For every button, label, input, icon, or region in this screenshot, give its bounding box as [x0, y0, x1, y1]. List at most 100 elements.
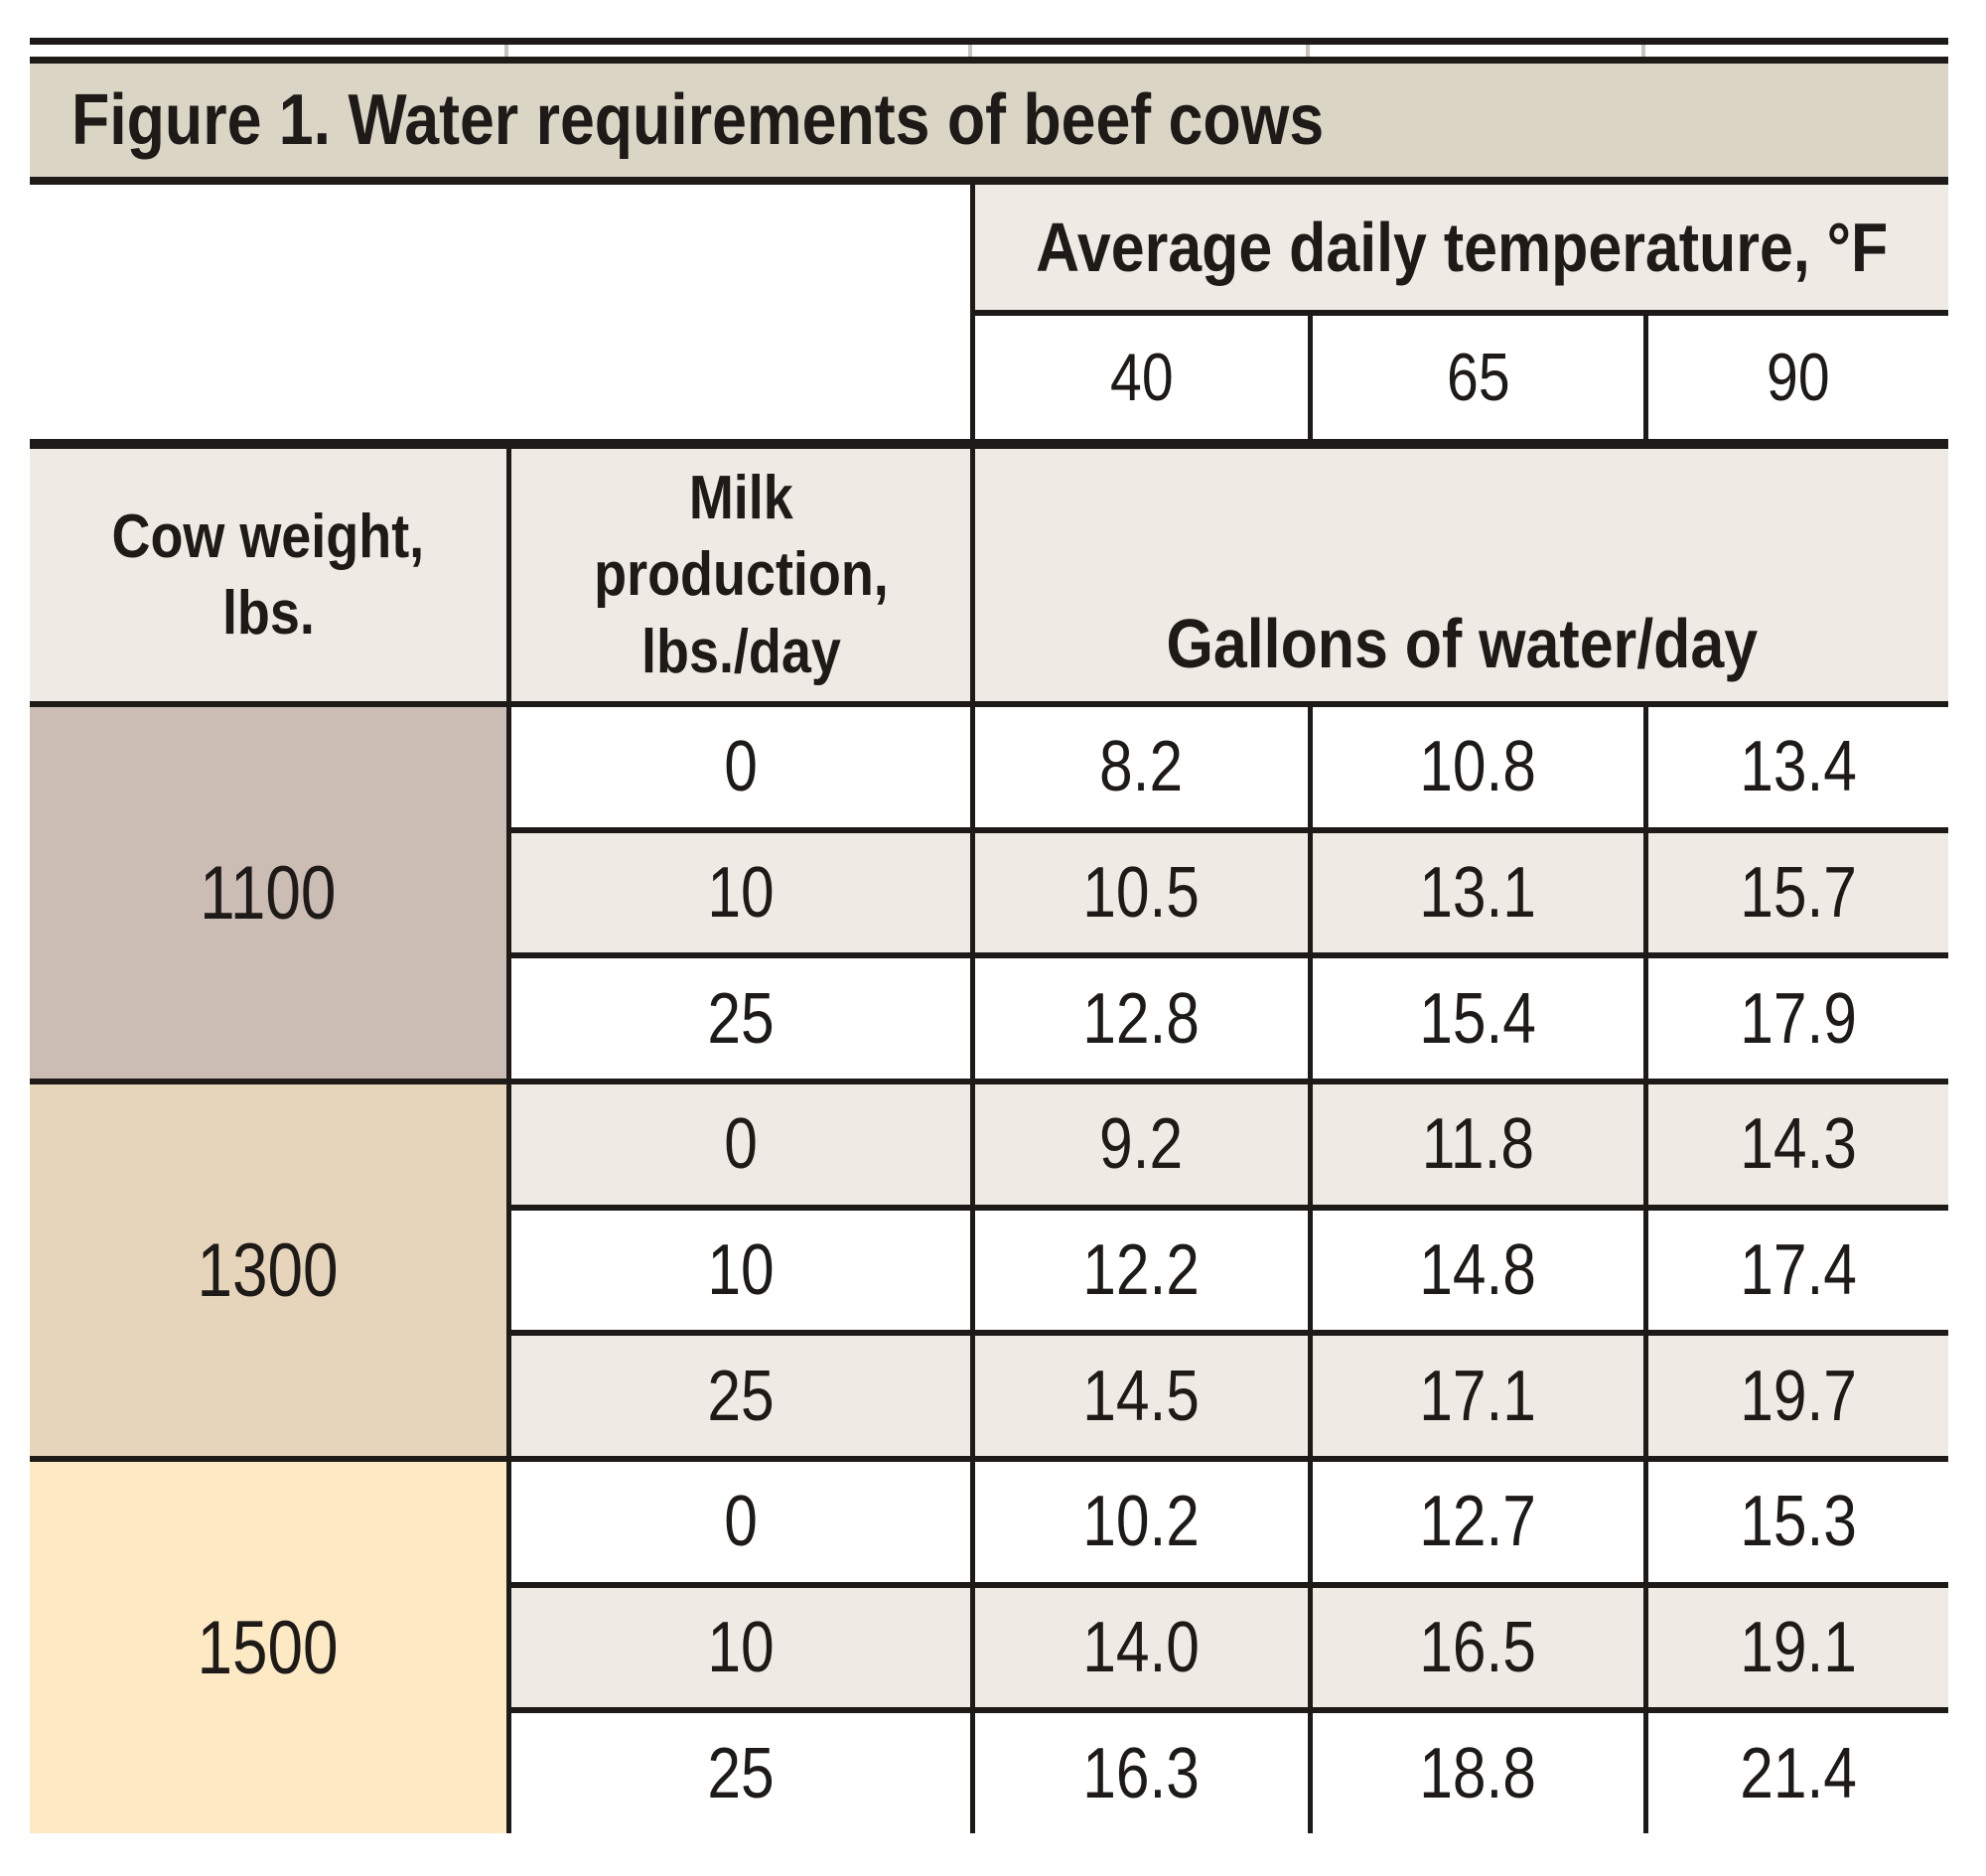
milk-cell: 10 — [511, 1211, 970, 1331]
milk-value: 25 — [707, 978, 775, 1059]
temp-col-65-cell: 65 — [1308, 316, 1643, 439]
gallons-value: 14.0 — [1082, 1608, 1201, 1687]
gallons-header-cell: Gallons of water/day — [970, 449, 1948, 701]
gallons-value: 11.8 — [1421, 1104, 1535, 1185]
temp-col-90-cell: 90 — [1643, 316, 1948, 439]
rule-between-blocks — [30, 1079, 1948, 1084]
data-rows-1300: 0 9.2 11.8 14.3 10 12.2 14.8 17.4 25 14.… — [506, 1084, 1948, 1457]
value-cell: 10.8 — [1308, 707, 1643, 827]
gallons-value: 21.4 — [1740, 1733, 1857, 1813]
value-cell: 15.4 — [1308, 958, 1643, 1080]
data-rows-1100: 0 8.2 10.8 13.4 10 10.5 13.1 15.7 25 12.… — [506, 707, 1948, 1080]
value-cell: 14.3 — [1643, 1084, 1948, 1205]
temp-group-header-cell: Average daily temperature, °F — [970, 185, 1948, 310]
milk-value: 0 — [724, 727, 758, 807]
gallons-value: 16.5 — [1419, 1608, 1537, 1687]
rule-below-headers — [30, 701, 1948, 707]
milk-production-header-cell: Milk production, lbs./day — [506, 449, 970, 701]
milk-value: 10 — [707, 853, 775, 933]
milk-header-line1: Milk — [688, 463, 793, 532]
milk-cell: 25 — [511, 1336, 970, 1456]
rule-below-temp-header — [970, 310, 1948, 316]
weight-block-1500: 1500 0 10.2 12.7 15.3 10 14.0 16.5 19.1 … — [30, 1462, 1948, 1834]
figure-title: Figure 1. Water requirements of beef cow… — [71, 80, 1325, 160]
gallons-value: 19.1 — [1740, 1608, 1857, 1687]
weight-value-cell: 1500 — [30, 1462, 506, 1833]
milk-value: 10 — [707, 1608, 775, 1687]
weight-value: 1300 — [197, 1227, 340, 1313]
rule-between-blocks — [30, 1456, 1948, 1462]
value-cell: 13.4 — [1643, 707, 1948, 827]
data-rows-1500: 0 10.2 12.7 15.3 10 14.0 16.5 19.1 25 16… — [506, 1462, 1948, 1834]
value-cell: 15.3 — [1643, 1462, 1948, 1582]
value-cell: 12.2 — [970, 1210, 1308, 1331]
table-row: 0 8.2 10.8 13.4 — [511, 707, 1948, 827]
gallons-value: 14.8 — [1419, 1230, 1537, 1310]
value-cell: 9.2 — [970, 1084, 1308, 1205]
value-cell: 14.0 — [970, 1587, 1308, 1708]
milk-cell: 0 — [511, 1462, 970, 1582]
column-tick — [1641, 45, 1645, 57]
value-cell: 18.8 — [1308, 1713, 1643, 1834]
value-cell: 14.8 — [1308, 1210, 1643, 1331]
milk-header-line2: production, — [593, 540, 889, 610]
table-row: 10 10.5 13.1 15.7 — [511, 826, 1948, 953]
milk-value: 25 — [707, 1356, 775, 1436]
milk-value: 0 — [724, 1104, 758, 1185]
gallons-value: 16.3 — [1082, 1733, 1201, 1813]
cow-weight-header-line2: lbs. — [221, 579, 315, 648]
temp-col-40-cell: 40 — [970, 316, 1308, 439]
cow-weight-header-cell: Cow weight, lbs. — [30, 449, 506, 701]
weight-block-1300: 1300 0 9.2 11.8 14.3 10 12.2 14.8 17.4 2… — [30, 1084, 1948, 1457]
milk-production-header: Milk production, lbs./day — [572, 460, 911, 691]
gallons-value: 15.4 — [1419, 978, 1537, 1059]
rule-below-title — [30, 177, 1948, 185]
gallons-value: 12.8 — [1082, 978, 1201, 1059]
weight-block-1100: 1100 0 8.2 10.8 13.4 10 10.5 13.1 15.7 2… — [30, 707, 1948, 1080]
value-cell: 10.2 — [970, 1462, 1308, 1582]
gallons-value: 13.4 — [1740, 727, 1857, 807]
value-cell: 14.5 — [970, 1336, 1308, 1457]
value-cell: 16.5 — [1308, 1587, 1643, 1708]
column-tick — [968, 45, 972, 57]
table-row: 25 14.5 17.1 19.7 — [511, 1330, 1948, 1457]
milk-cell: 10 — [511, 1588, 970, 1708]
top-rule-inner — [30, 57, 1948, 64]
value-cell: 10.5 — [970, 832, 1308, 953]
gallons-value: 17.1 — [1419, 1356, 1537, 1436]
value-cell: 17.1 — [1308, 1336, 1643, 1457]
gallons-value: 14.3 — [1740, 1104, 1857, 1185]
table-row: 10 12.2 14.8 17.4 — [511, 1204, 1948, 1331]
temp-col-90-label: 90 — [1767, 340, 1830, 415]
column-tick — [1306, 45, 1310, 57]
value-cell: 17.4 — [1643, 1210, 1948, 1331]
figure-title-bar: Figure 1. Water requirements of beef cow… — [30, 64, 1948, 177]
milk-cell: 0 — [511, 707, 970, 827]
milk-cell: 25 — [511, 1713, 970, 1833]
weight-value: 1500 — [197, 1605, 340, 1690]
weight-value-cell: 1100 — [30, 707, 506, 1079]
temp-group-header-label: Average daily temperature, °F — [1035, 209, 1889, 286]
value-cell: 17.9 — [1643, 958, 1948, 1080]
top-rule-outer — [30, 38, 1948, 45]
gallons-value: 17.9 — [1740, 978, 1857, 1059]
gallons-value: 13.1 — [1419, 853, 1537, 933]
table-row: 0 10.2 12.7 15.3 — [511, 1462, 1948, 1582]
gallons-value: 10.8 — [1419, 727, 1537, 807]
gallons-value: 10.5 — [1082, 853, 1201, 933]
gallons-value: 19.7 — [1740, 1356, 1857, 1436]
cow-weight-header-line1: Cow weight, — [111, 502, 425, 571]
value-cell: 11.8 — [1308, 1084, 1643, 1205]
column-tick — [504, 45, 508, 57]
milk-value: 0 — [724, 1482, 758, 1562]
value-cell: 21.4 — [1643, 1713, 1948, 1834]
value-cell: 12.8 — [970, 958, 1308, 1080]
gallons-value: 17.4 — [1740, 1230, 1857, 1310]
gallons-value: 8.2 — [1099, 727, 1184, 807]
value-cell: 16.3 — [970, 1713, 1308, 1834]
value-cell: 19.1 — [1643, 1587, 1948, 1708]
milk-value: 25 — [707, 1733, 775, 1813]
table-row: 10 14.0 16.5 19.1 — [511, 1581, 1948, 1708]
weight-value-cell: 1300 — [30, 1084, 506, 1456]
milk-cell: 10 — [511, 833, 970, 953]
